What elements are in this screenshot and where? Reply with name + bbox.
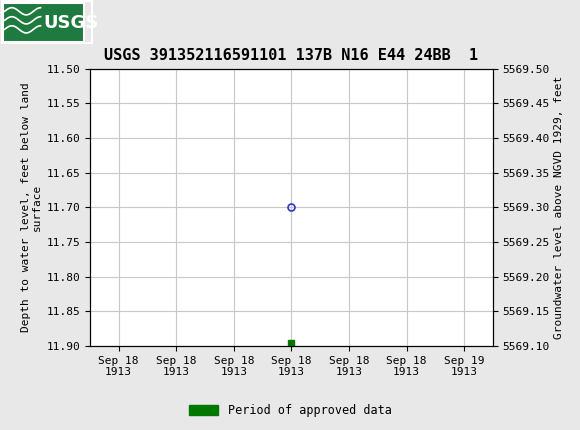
Text: USGS: USGS [44, 14, 99, 31]
Title: USGS 391352116591101 137B N16 E44 24BB  1: USGS 391352116591101 137B N16 E44 24BB 1 [104, 49, 478, 64]
Bar [2, 1, 92, 43]
Y-axis label: Depth to water level, feet below land
surface: Depth to water level, feet below land su… [21, 83, 42, 332]
Legend: Period of approved data: Period of approved data [184, 399, 396, 422]
Y-axis label: Groundwater level above NGVD 1929, feet: Groundwater level above NGVD 1929, feet [554, 76, 564, 339]
Bar [3, 3, 84, 42]
